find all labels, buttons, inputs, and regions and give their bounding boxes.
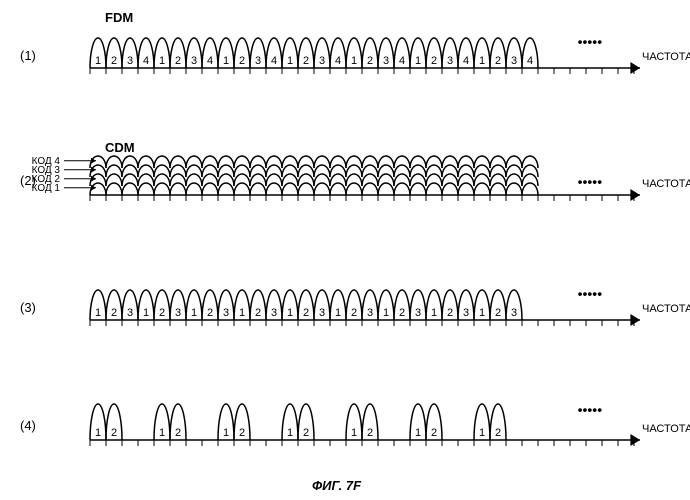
svg-text:3: 3: [191, 55, 197, 67]
svg-text:3: 3: [255, 55, 261, 67]
svg-text:4: 4: [463, 55, 469, 67]
svg-text:1: 1: [159, 427, 165, 439]
svg-text:4: 4: [399, 55, 405, 67]
svg-text:1: 1: [479, 55, 485, 67]
svg-text:2: 2: [239, 427, 245, 439]
svg-text:1: 1: [223, 55, 229, 67]
svg-text:2: 2: [239, 55, 245, 67]
svg-text:•••••: •••••: [578, 286, 603, 302]
svg-text:2: 2: [111, 55, 117, 67]
svg-text:1: 1: [287, 427, 293, 439]
svg-text:2: 2: [495, 55, 501, 67]
svg-text:2: 2: [351, 307, 357, 319]
svg-text:1: 1: [95, 427, 101, 439]
svg-text:ЧАСТОТА: ЧАСТОТА: [642, 51, 690, 63]
svg-text:2: 2: [255, 307, 261, 319]
svg-text:2: 2: [431, 55, 437, 67]
svg-text:1: 1: [239, 307, 245, 319]
svg-text:3: 3: [175, 307, 181, 319]
svg-text:2: 2: [175, 427, 181, 439]
svg-text:3: 3: [319, 55, 325, 67]
svg-text:1: 1: [479, 307, 485, 319]
svg-text:2: 2: [399, 307, 405, 319]
svg-text:ЧАСТОТА: ЧАСТОТА: [642, 423, 690, 435]
svg-text:4: 4: [207, 55, 213, 67]
svg-text:1: 1: [223, 427, 229, 439]
svg-text:3: 3: [447, 55, 453, 67]
svg-text:3: 3: [511, 55, 517, 67]
svg-text:2: 2: [367, 427, 373, 439]
svg-text:2: 2: [303, 55, 309, 67]
svg-text:3: 3: [127, 55, 133, 67]
svg-text:2: 2: [303, 427, 309, 439]
svg-text:3: 3: [367, 307, 373, 319]
svg-text:1: 1: [143, 307, 149, 319]
svg-text:1: 1: [431, 307, 437, 319]
svg-text:2: 2: [367, 55, 373, 67]
svg-text:ЧАСТОТА: ЧАСТОТА: [642, 303, 690, 315]
svg-text:4: 4: [271, 55, 277, 67]
svg-text:•••••: •••••: [578, 401, 603, 417]
diagram-svg: ЧАСТОТА•••••1234123412341234123412341234…: [0, 0, 690, 500]
svg-text:3: 3: [223, 307, 229, 319]
svg-text:2: 2: [447, 307, 453, 319]
figure: (1) FDM (2) CDM (3) (4) ФИГ. 7F ЧАСТОТА•…: [0, 0, 690, 500]
svg-text:2: 2: [159, 307, 165, 319]
svg-text:•••••: •••••: [578, 173, 603, 189]
svg-text:4: 4: [143, 55, 149, 67]
svg-text:1: 1: [287, 307, 293, 319]
svg-text:КОД 4: КОД 4: [32, 156, 61, 167]
svg-text:4: 4: [335, 55, 341, 67]
svg-text:1: 1: [287, 55, 293, 67]
svg-text:2: 2: [175, 55, 181, 67]
svg-text:2: 2: [495, 427, 501, 439]
svg-text:1: 1: [95, 307, 101, 319]
svg-text:1: 1: [95, 55, 101, 67]
svg-text:3: 3: [319, 307, 325, 319]
svg-text:1: 1: [415, 55, 421, 67]
svg-text:3: 3: [383, 55, 389, 67]
svg-text:ЧАСТОТА: ЧАСТОТА: [642, 178, 690, 190]
svg-text:1: 1: [335, 307, 341, 319]
svg-text:3: 3: [127, 307, 133, 319]
svg-text:3: 3: [415, 307, 421, 319]
svg-text:2: 2: [303, 307, 309, 319]
svg-text:2: 2: [111, 307, 117, 319]
svg-text:1: 1: [159, 55, 165, 67]
svg-text:3: 3: [271, 307, 277, 319]
svg-text:1: 1: [479, 427, 485, 439]
svg-text:3: 3: [463, 307, 469, 319]
svg-text:2: 2: [431, 427, 437, 439]
svg-text:3: 3: [511, 307, 517, 319]
svg-text:1: 1: [191, 307, 197, 319]
svg-text:1: 1: [351, 427, 357, 439]
svg-text:2: 2: [111, 427, 117, 439]
svg-text:1: 1: [351, 55, 357, 67]
svg-text:1: 1: [383, 307, 389, 319]
svg-text:4: 4: [527, 55, 533, 67]
svg-text:•••••: •••••: [578, 34, 603, 50]
svg-text:1: 1: [415, 427, 421, 439]
svg-text:2: 2: [495, 307, 501, 319]
svg-text:2: 2: [207, 307, 213, 319]
